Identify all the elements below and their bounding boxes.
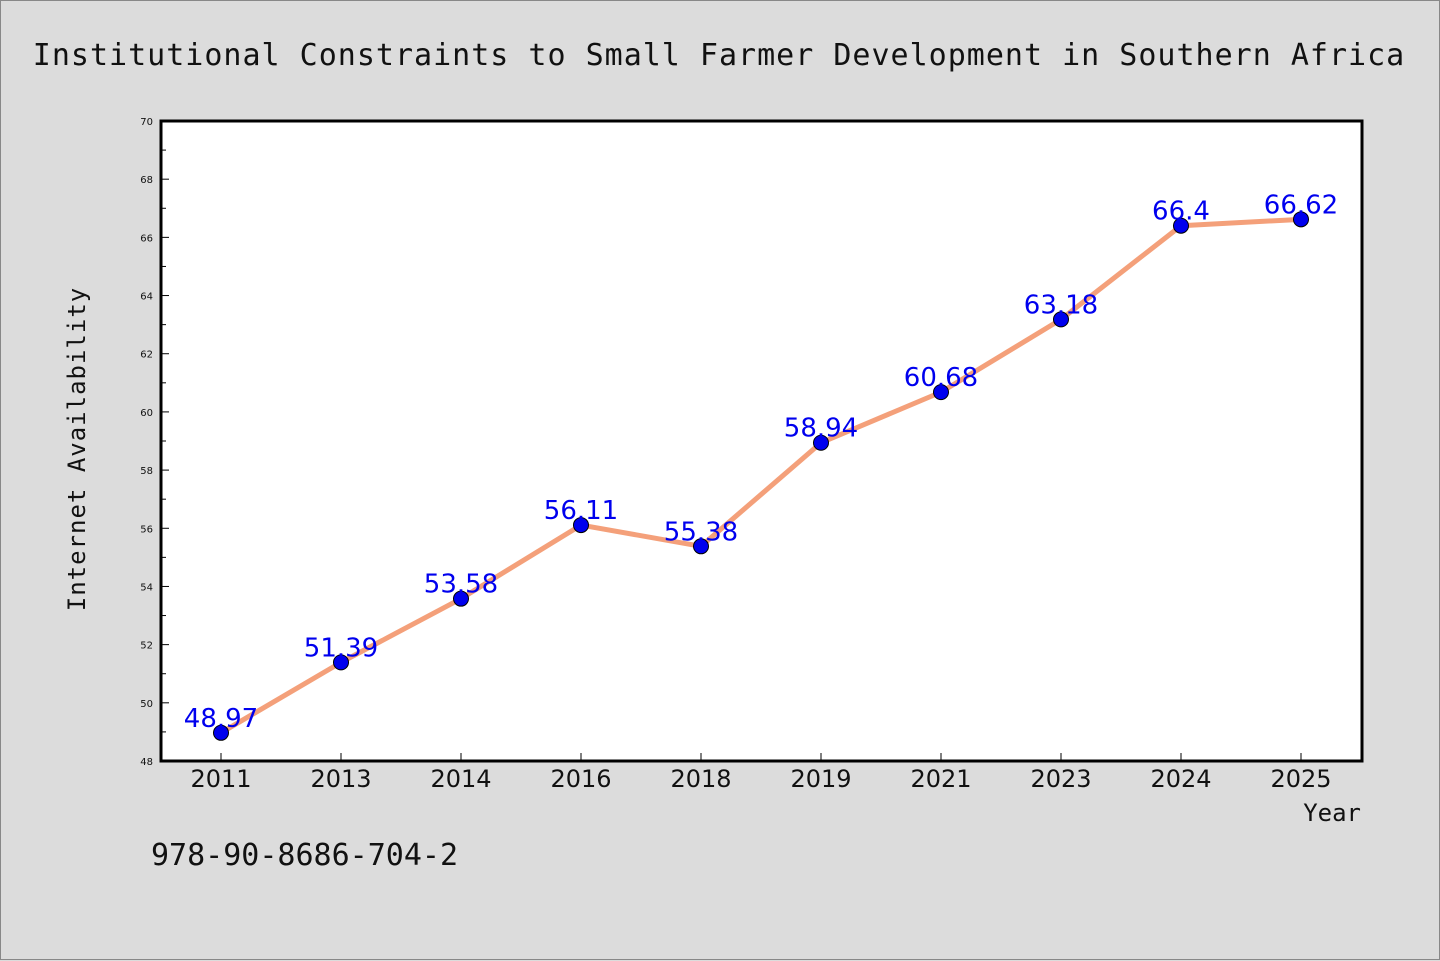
y-axis-label: Internet Availability <box>63 287 91 611</box>
isbn-footnote: 978-90-8686-704-2 <box>151 838 458 873</box>
data-label: 51.39 <box>304 633 378 663</box>
x-tick-label: 2018 <box>670 765 731 793</box>
data-label: 56.11 <box>544 496 618 526</box>
x-tick-label: 2023 <box>1030 765 1091 793</box>
data-labels: 48.97 51.39 53.58 56.11 55.38 58.94 60.68 63.18… <box>184 190 1338 733</box>
chart-title: Institutional Constraints to Small Farme… <box>33 38 1405 73</box>
x-tick-label: 2013 <box>310 765 371 793</box>
data-point <box>933 384 949 401</box>
data-point <box>213 724 229 741</box>
data-label: 66.4 <box>1152 197 1210 227</box>
y-tick-label: 60 <box>140 408 153 419</box>
data-point <box>573 517 589 534</box>
x-tick-label: 2016 <box>550 765 611 793</box>
series-line <box>218 216 1304 736</box>
y-tick-label: 62 <box>140 350 153 361</box>
data-label: 55.38 <box>664 517 738 547</box>
x-tick-label: 2014 <box>430 765 491 793</box>
x-axis-label: Year <box>1303 799 1361 827</box>
data-point <box>813 434 829 451</box>
y-tick-label: 64 <box>140 292 153 303</box>
data-label: 53.58 <box>424 570 498 600</box>
data-point <box>693 538 709 555</box>
data-label: 58.94 <box>784 414 858 444</box>
y-tick-label: 52 <box>140 641 153 652</box>
x-tick-label: 2024 <box>1150 765 1211 793</box>
data-markers <box>213 211 1309 741</box>
y-tick-label: 66 <box>140 233 153 244</box>
x-tick-label: 2025 <box>1270 765 1331 793</box>
data-point <box>453 590 469 607</box>
data-point <box>1293 211 1309 228</box>
x-tick-label: 2019 <box>790 765 851 793</box>
data-label: 63.18 <box>1024 290 1098 320</box>
data-label: 48.97 <box>184 704 258 734</box>
y-tick-label: 70 <box>140 117 153 128</box>
y-tick-label: 50 <box>140 699 153 710</box>
data-point <box>333 654 349 671</box>
data-label: 60.68 <box>904 363 978 393</box>
data-point <box>1053 311 1069 328</box>
y-tick-label: 54 <box>140 582 153 593</box>
y-tick-label: 48 <box>140 757 153 768</box>
x-tick-label: 2011 <box>190 765 251 793</box>
x-tick-label: 2021 <box>910 765 971 793</box>
y-axis: 48 50 52 54 56 58 60 62 64 66 68 70 <box>140 117 169 768</box>
y-tick-label: 56 <box>140 524 153 535</box>
data-point <box>1173 217 1189 234</box>
data-label: 66.62 <box>1264 190 1338 220</box>
x-axis: 2011 2013 2014 2016 2018 2019 2021 2023 2024 2025 <box>190 753 1332 793</box>
y-tick-label: 68 <box>140 175 153 186</box>
y-tick-label: 58 <box>140 466 153 477</box>
